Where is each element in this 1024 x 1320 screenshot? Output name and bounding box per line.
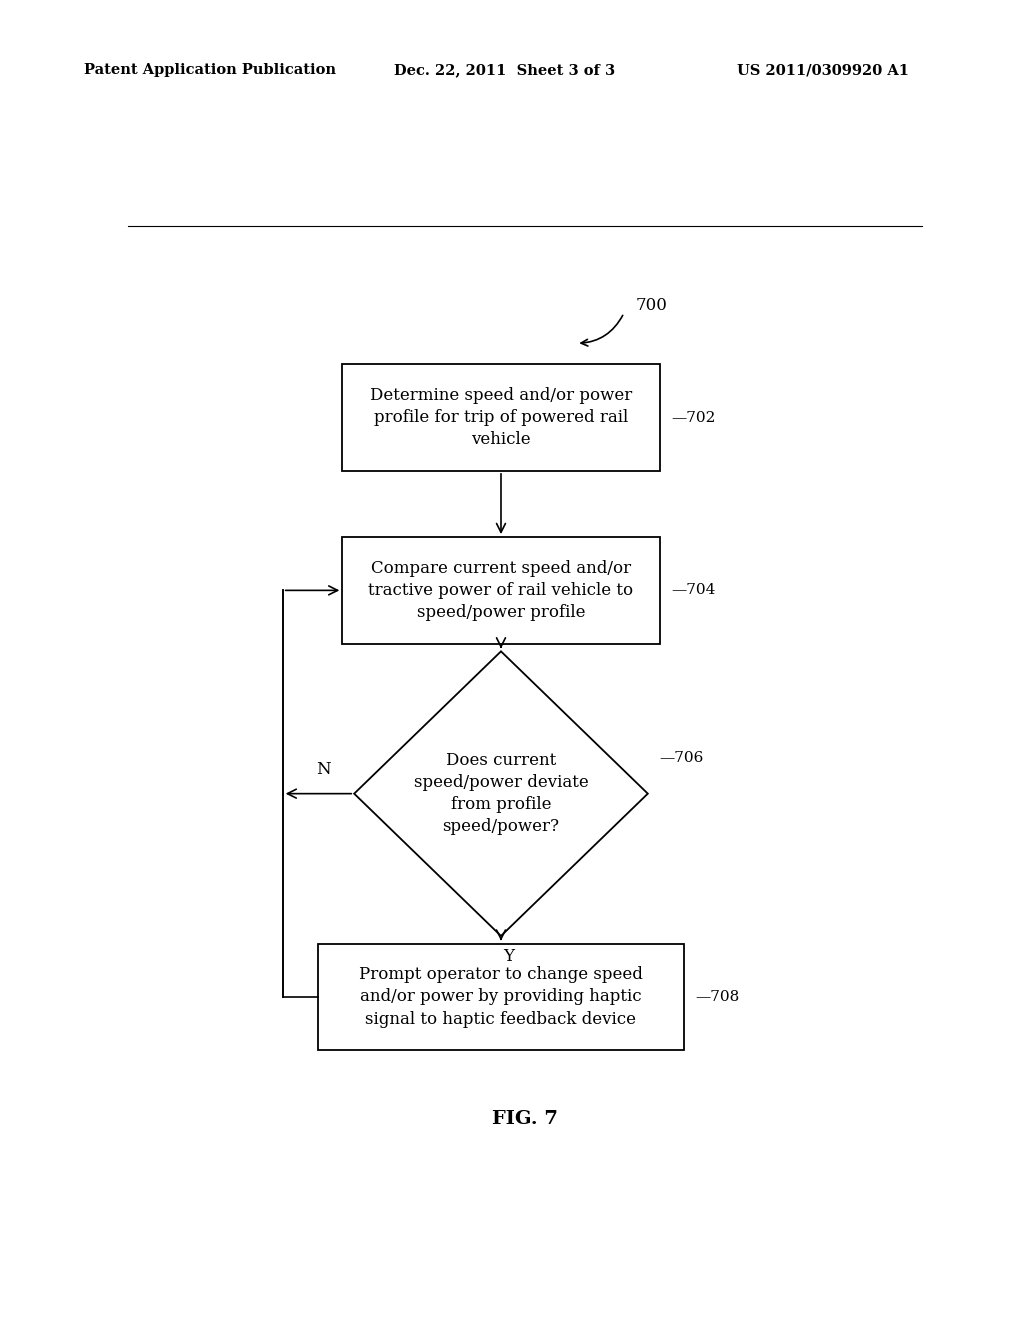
Text: Patent Application Publication: Patent Application Publication [84,63,336,78]
Text: Dec. 22, 2011  Sheet 3 of 3: Dec. 22, 2011 Sheet 3 of 3 [394,63,615,78]
FancyBboxPatch shape [318,944,684,1051]
Text: 700: 700 [636,297,668,314]
Text: US 2011/0309920 A1: US 2011/0309920 A1 [737,63,909,78]
Text: —702: —702 [672,411,716,425]
Text: Y: Y [504,948,514,965]
Text: Prompt operator to change speed
and/or power by providing haptic
signal to hapti: Prompt operator to change speed and/or p… [359,966,643,1028]
FancyBboxPatch shape [342,537,659,644]
Text: —706: —706 [659,751,705,766]
Text: FIG. 7: FIG. 7 [492,1110,558,1127]
Polygon shape [354,651,648,936]
Text: Does current
speed/power deviate
from profile
speed/power?: Does current speed/power deviate from pr… [414,752,589,836]
Text: Compare current speed and/or
tractive power of rail vehicle to
speed/power profi: Compare current speed and/or tractive po… [369,560,634,622]
Text: N: N [315,762,331,779]
Text: —708: —708 [695,990,739,1005]
FancyBboxPatch shape [342,364,659,471]
Text: —704: —704 [672,583,716,598]
Text: Determine speed and/or power
profile for trip of powered rail
vehicle: Determine speed and/or power profile for… [370,387,632,449]
